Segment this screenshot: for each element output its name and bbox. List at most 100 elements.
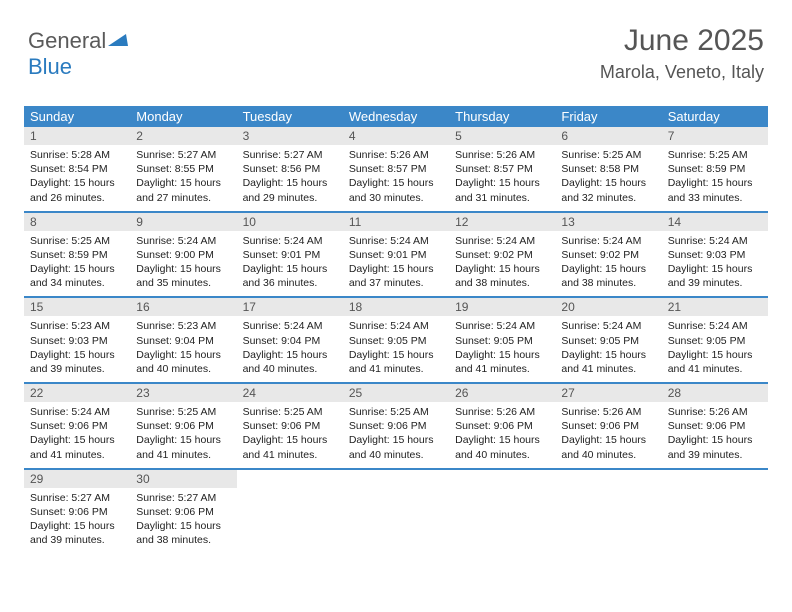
dow-cell: Tuesday <box>237 106 343 127</box>
daylight-line: Daylight: 15 hours and 41 minutes. <box>668 348 762 376</box>
sunrise-line: Sunrise: 5:24 AM <box>243 234 337 248</box>
dow-cell: Sunday <box>24 106 130 127</box>
day-number: 24 <box>237 384 343 402</box>
day-number: 12 <box>449 213 555 231</box>
dow-cell: Saturday <box>662 106 768 127</box>
calendar-day: 11Sunrise: 5:24 AMSunset: 9:01 PMDayligh… <box>343 213 449 297</box>
sunrise-line: Sunrise: 5:23 AM <box>136 319 230 333</box>
daylight-line: Daylight: 15 hours and 40 minutes. <box>243 348 337 376</box>
day-details: Sunrise: 5:25 AMSunset: 8:59 PMDaylight:… <box>24 231 130 297</box>
day-details: Sunrise: 5:24 AMSunset: 9:05 PMDaylight:… <box>555 316 661 382</box>
sunrise-line: Sunrise: 5:24 AM <box>455 319 549 333</box>
day-number: 29 <box>24 470 130 488</box>
calendar-day: 2Sunrise: 5:27 AMSunset: 8:55 PMDaylight… <box>130 127 236 211</box>
calendar-day: 9Sunrise: 5:24 AMSunset: 9:00 PMDaylight… <box>130 213 236 297</box>
day-number: 14 <box>662 213 768 231</box>
sunrise-line: Sunrise: 5:25 AM <box>349 405 443 419</box>
sunset-line: Sunset: 9:06 PM <box>136 505 230 519</box>
calendar-day: 23Sunrise: 5:25 AMSunset: 9:06 PMDayligh… <box>130 384 236 468</box>
day-details: Sunrise: 5:27 AMSunset: 8:55 PMDaylight:… <box>130 145 236 211</box>
daylight-line: Daylight: 15 hours and 31 minutes. <box>455 176 549 204</box>
day-number: 7 <box>662 127 768 145</box>
calendar-day: 25 Sunrise: 5:25 AMSunset: 9:06 PMDayligh… <box>343 384 449 468</box>
daylight-line: Daylight: 15 hours and 40 minutes. <box>136 348 230 376</box>
daylight-line: Daylight: 15 hours and 40 minutes. <box>455 433 549 461</box>
calendar-day: 28Sunrise: 5:26 AMSunset: 9:06 PMDayligh… <box>662 384 768 468</box>
sunset-line: Sunset: 9:01 PM <box>243 248 337 262</box>
calendar-day: 26Sunrise: 5:26 AMSunset: 9:06 PMDayligh… <box>449 384 555 468</box>
calendar-day: 22Sunrise: 5:24 AMSunset: 9:06 PMDayligh… <box>24 384 130 468</box>
day-details: Sunrise: 5:24 AMSunset: 9:06 PMDaylight:… <box>24 402 130 468</box>
daylight-line: Daylight: 15 hours and 27 minutes. <box>136 176 230 204</box>
calendar-week: 15Sunrise: 5:23 AMSunset: 9:03 PMDayligh… <box>24 298 768 384</box>
daylight-line: Daylight: 15 hours and 41 minutes. <box>455 348 549 376</box>
logo: General Blue <box>28 28 132 80</box>
sunset-line: Sunset: 8:57 PM <box>349 162 443 176</box>
day-details: Sunrise: 5:24 AMSunset: 9:04 PMDaylight:… <box>237 316 343 382</box>
calendar-day <box>343 470 449 554</box>
calendar-day: 14Sunrise: 5:24 AMSunset: 9:03 PMDayligh… <box>662 213 768 297</box>
day-details: Sunrise: 5:23 AMSunset: 9:03 PMDaylight:… <box>24 316 130 382</box>
dow-cell: Thursday <box>449 106 555 127</box>
day-details: Sunrise: 5:26 AMSunset: 8:57 PMDaylight:… <box>449 145 555 211</box>
calendar-week: 22Sunrise: 5:24 AMSunset: 9:06 PMDayligh… <box>24 384 768 470</box>
day-details: Sunrise: 5:24 AMSunset: 9:01 PMDaylight:… <box>343 231 449 297</box>
calendar-day: 20Sunrise: 5:24 AMSunset: 9:05 PMDayligh… <box>555 298 661 382</box>
logo-text: General Blue <box>28 28 132 80</box>
daylight-line: Daylight: 15 hours and 40 minutes. <box>349 433 443 461</box>
day-details: Sunrise: 5:24 AMSunset: 9:00 PMDaylight:… <box>130 231 236 297</box>
day-number: 18 <box>343 298 449 316</box>
sunset-line: Sunset: 9:06 PM <box>561 419 655 433</box>
daylight-line: Daylight: 15 hours and 41 minutes. <box>243 433 337 461</box>
daylight-line: Daylight: 15 hours and 26 minutes. <box>30 176 124 204</box>
daylight-line: Daylight: 15 hours and 36 minutes. <box>243 262 337 290</box>
calendar-day <box>449 470 555 554</box>
day-number: 22 <box>24 384 130 402</box>
sunset-line: Sunset: 9:06 PM <box>349 419 443 433</box>
sunrise-line: Sunrise: 5:26 AM <box>561 405 655 419</box>
page-title: June 2025 <box>600 24 764 58</box>
sunset-line: Sunset: 9:02 PM <box>561 248 655 262</box>
calendar-week: 29Sunrise: 5:27 AMSunset: 9:06 PMDayligh… <box>24 470 768 554</box>
day-number: 19 <box>449 298 555 316</box>
logo-word2: Blue <box>28 54 72 79</box>
sunset-line: Sunset: 9:05 PM <box>561 334 655 348</box>
day-number: 9 <box>130 213 236 231</box>
sunrise-line: Sunrise: 5:24 AM <box>455 234 549 248</box>
dow-cell: Friday <box>555 106 661 127</box>
calendar-day: 24Sunrise: 5:25 AMSunset: 9:06 PMDayligh… <box>237 384 343 468</box>
sunrise-line: Sunrise: 5:24 AM <box>30 405 124 419</box>
sunset-line: Sunset: 9:04 PM <box>136 334 230 348</box>
daylight-line: Daylight: 15 hours and 35 minutes. <box>136 262 230 290</box>
sunset-line: Sunset: 9:06 PM <box>30 419 124 433</box>
sunrise-line: Sunrise: 5:25 AM <box>243 405 337 419</box>
daylight-line: Daylight: 15 hours and 39 minutes. <box>668 433 762 461</box>
calendar-day: 15Sunrise: 5:23 AMSunset: 9:03 PMDayligh… <box>24 298 130 382</box>
sunrise-line: Sunrise: 5:28 AM <box>30 148 124 162</box>
calendar-day: 16Sunrise: 5:23 AMSunset: 9:04 PMDayligh… <box>130 298 236 382</box>
calendar-day: 10Sunrise: 5:24 AMSunset: 9:01 PMDayligh… <box>237 213 343 297</box>
day-number: 17 <box>237 298 343 316</box>
day-details: Sunrise: 5:24 AMSunset: 9:03 PMDaylight:… <box>662 231 768 297</box>
sunset-line: Sunset: 9:05 PM <box>668 334 762 348</box>
logo-sail-icon <box>108 35 132 52</box>
sunrise-line: Sunrise: 5:24 AM <box>349 319 443 333</box>
daylight-line: Daylight: 15 hours and 37 minutes. <box>349 262 443 290</box>
sunset-line: Sunset: 8:55 PM <box>136 162 230 176</box>
calendar-day: 30Sunrise: 5:27 AMSunset: 9:06 PMDayligh… <box>130 470 236 554</box>
sunset-line: Sunset: 9:03 PM <box>30 334 124 348</box>
calendar-day: 5Sunrise: 5:26 AMSunset: 8:57 PMDaylight… <box>449 127 555 211</box>
calendar-day: 7Sunrise: 5:25 AMSunset: 8:59 PMDaylight… <box>662 127 768 211</box>
sunset-line: Sunset: 8:56 PM <box>243 162 337 176</box>
day-details: Sunrise: 5:26 AMSunset: 9:06 PMDaylight:… <box>555 402 661 468</box>
sunrise-line: Sunrise: 5:24 AM <box>561 234 655 248</box>
daylight-line: Daylight: 15 hours and 30 minutes. <box>349 176 443 204</box>
calendar-day: 29Sunrise: 5:27 AMSunset: 9:06 PMDayligh… <box>24 470 130 554</box>
daylight-line: Daylight: 15 hours and 39 minutes. <box>30 348 124 376</box>
day-number: 25 <box>343 384 449 402</box>
day-details: Sunrise: 5:25 AMSunset: 9:06 PMDaylight:… <box>237 402 343 468</box>
day-details: Sunrise: 5:25 AMSunset: 8:59 PMDaylight:… <box>662 145 768 211</box>
dow-cell: Monday <box>130 106 236 127</box>
calendar-day: 27Sunrise: 5:26 AMSunset: 9:06 PMDayligh… <box>555 384 661 468</box>
days-of-week-row: SundayMondayTuesdayWednesdayThursdayFrid… <box>24 106 768 127</box>
